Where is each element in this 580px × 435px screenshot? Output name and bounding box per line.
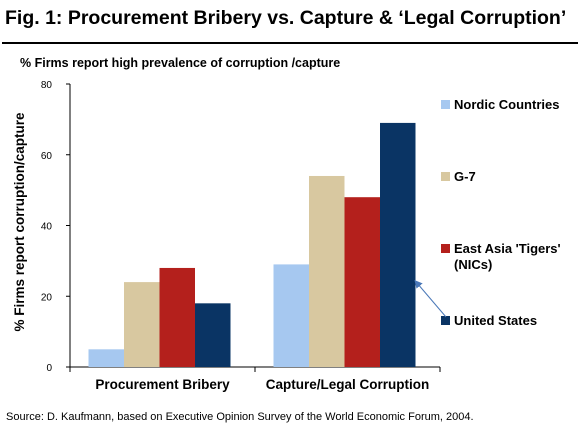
y-tick-label: 0 [46,363,52,374]
source-note: Source: D. Kaufmann, based on Executive … [6,411,474,423]
y-tick-label: 60 [41,151,53,162]
y-axis-label: % Firms report corruption/capture [12,112,27,332]
bar [88,349,124,367]
bar [273,264,309,367]
x-category-label: Procurement Bribery [95,377,230,392]
bar [159,267,195,367]
legend-label: G-7 [454,169,476,184]
y-tick-label: 80 [41,80,53,91]
bar [344,197,380,367]
y-tick-label: 40 [41,222,53,233]
legend-swatch [441,100,450,109]
legend-label: East Asia 'Tigers' (NICs) [454,241,561,272]
title-rule [2,42,578,44]
legend-swatch [441,172,450,181]
bar [195,303,231,367]
bar [309,175,345,367]
legend-swatch [441,316,450,325]
bar [380,122,416,367]
legend-swatch [441,244,450,253]
legend-label: United States [454,313,537,328]
chart-title: Fig. 1: Procurement Bribery vs. Capture … [5,7,567,29]
y-tick-label: 20 [41,292,53,303]
bar [124,282,160,367]
chart-subtitle: % Firms report high prevalence of corrup… [20,56,341,70]
x-category-label: Capture/Legal Corruption [266,377,430,392]
legend-label: Nordic Countries [454,97,559,112]
us-callout-arrow [414,279,447,318]
